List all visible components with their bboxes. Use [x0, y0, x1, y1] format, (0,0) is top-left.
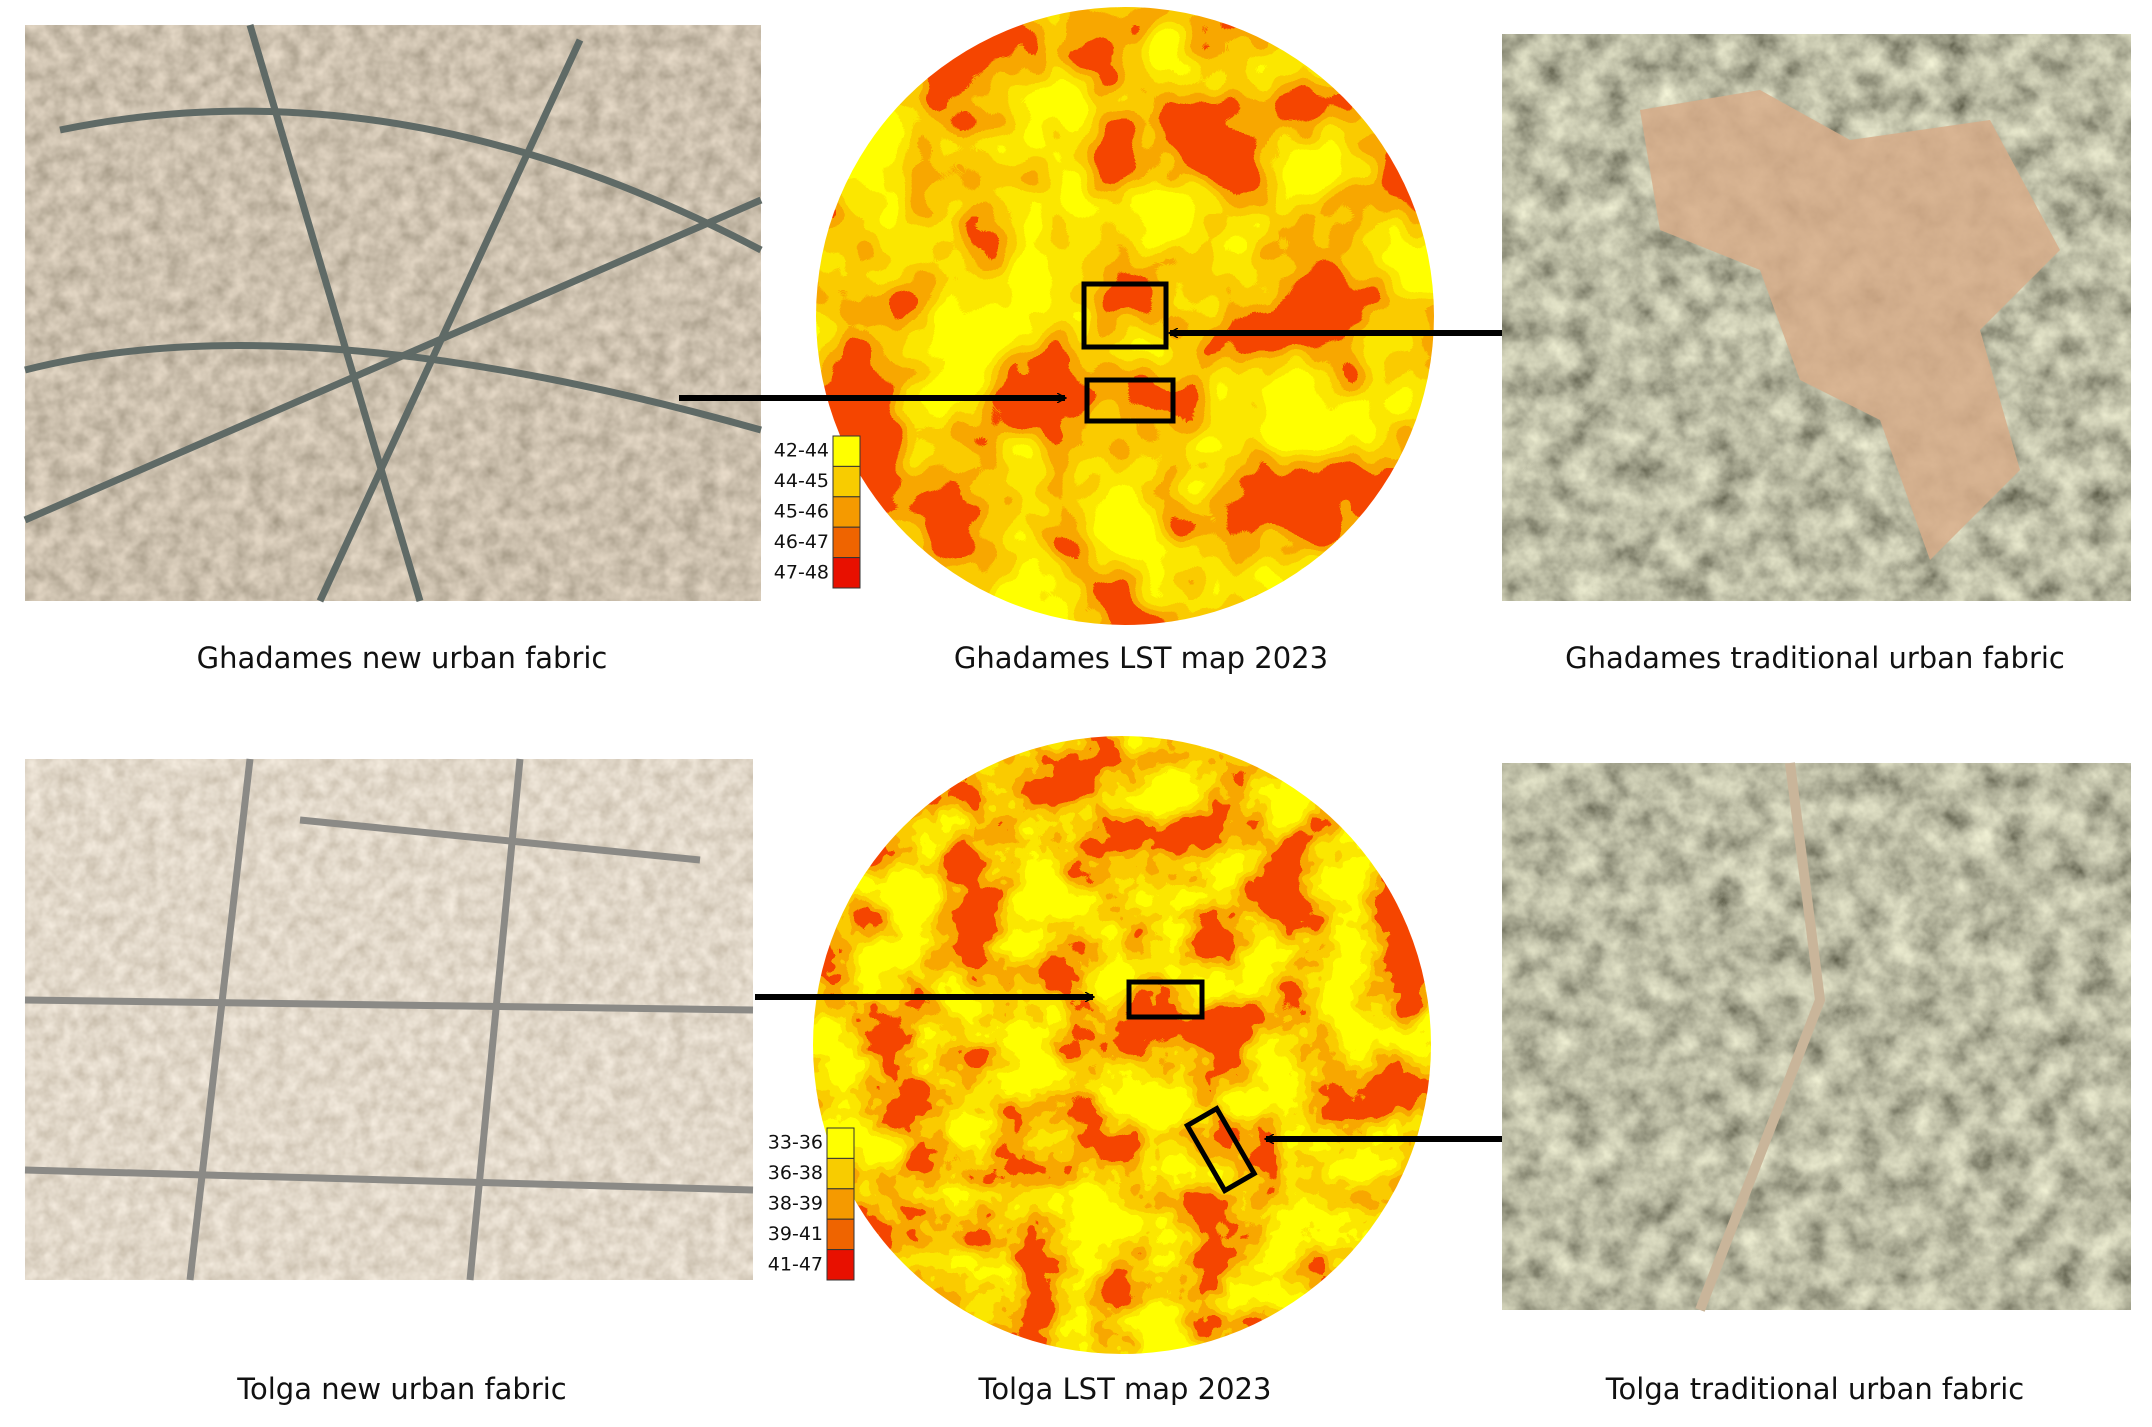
- legend-label: 41-47: [768, 1253, 823, 1275]
- study-area-box: [1183, 1105, 1258, 1194]
- caption: Ghadames new urban fabric: [197, 641, 608, 675]
- study-area-box: [1081, 281, 1169, 350]
- legend-label: 45-46: [774, 501, 829, 523]
- roads: [24, 758, 754, 1281]
- study-area-box: [1126, 979, 1205, 1020]
- legend-swatch: [832, 557, 861, 589]
- lst-map: [813, 736, 1431, 1354]
- legend-label: 47-48: [774, 561, 829, 583]
- caption: Tolga traditional urban fabric: [1605, 1372, 2025, 1406]
- roads: [23, 24, 763, 603]
- legend-swatch: [826, 1188, 855, 1220]
- legend-swatch: [826, 1127, 855, 1159]
- legend-swatch: [826, 1249, 855, 1281]
- legends: 42-44 44-45 45-46 46-47 47-48 33-36 36-38 38-39…: [768, 435, 861, 1281]
- legend-label: 38-39: [768, 1193, 823, 1215]
- lst-map: [816, 7, 1434, 625]
- study-area-box: [1084, 377, 1176, 424]
- legend-label: 39-41: [768, 1223, 823, 1245]
- caption: Ghadames LST map 2023: [954, 641, 1328, 675]
- legend-swatch: [832, 465, 861, 498]
- caption: Tolga new urban fabric: [236, 1372, 567, 1406]
- satellite-image: [25, 759, 753, 1280]
- legend-label: 44-45: [774, 470, 829, 492]
- legend-swatch: [832, 526, 861, 559]
- legend-swatch: [826, 1218, 855, 1251]
- caption: Tolga LST map 2023: [978, 1372, 1272, 1406]
- legend-label: 42-44: [774, 440, 829, 462]
- legend-label: 36-38: [768, 1162, 823, 1184]
- legend-swatch: [832, 496, 861, 528]
- caption: Ghadames traditional urban fabric: [1565, 641, 2065, 675]
- road: [1695, 762, 1826, 1312]
- satellite-image: [1502, 763, 2131, 1310]
- legend-label: 46-47: [774, 531, 829, 553]
- legend-swatch: [826, 1157, 855, 1190]
- legend-label: 33-36: [768, 1132, 823, 1154]
- legend-swatch: [832, 435, 861, 467]
- old-town: [1640, 90, 2060, 560]
